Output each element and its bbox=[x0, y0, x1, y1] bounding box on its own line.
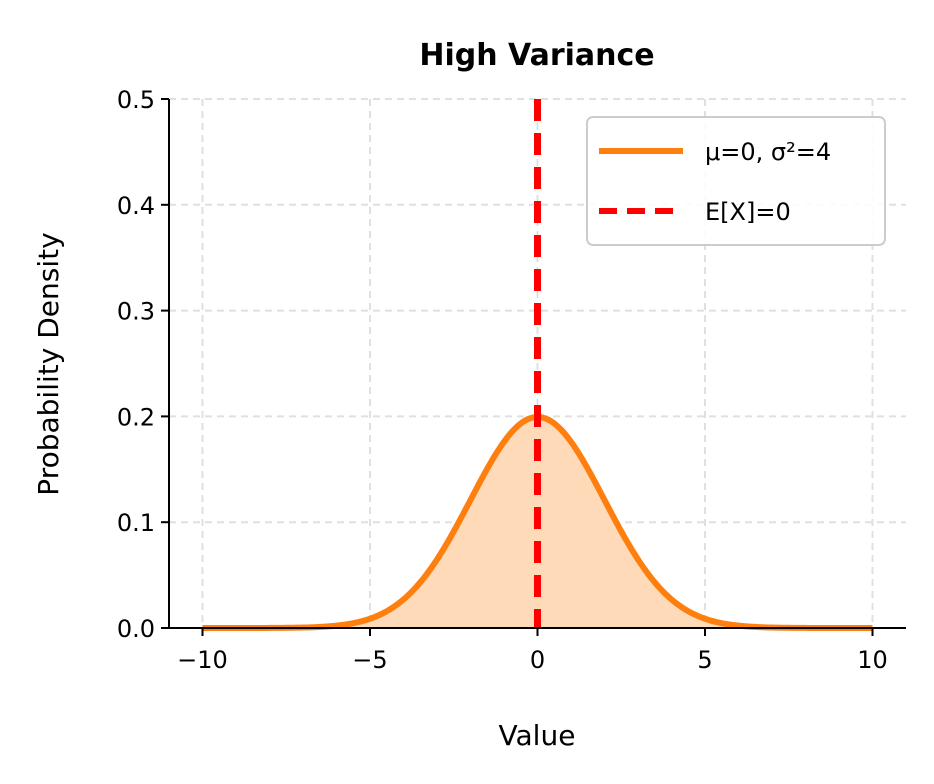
y-tick-label-1: 0.1 bbox=[117, 509, 155, 537]
y-tick-label-0: 0.0 bbox=[117, 615, 155, 643]
x-tick-label-3: 5 bbox=[697, 646, 712, 674]
y-tick-label-5: 0.5 bbox=[117, 86, 155, 114]
chart-title: High Variance bbox=[419, 38, 654, 73]
x-tick-label-2: 0 bbox=[530, 646, 545, 674]
x-tick-label-1: −5 bbox=[352, 646, 387, 674]
x-tick-label-0: −10 bbox=[177, 646, 228, 674]
y-tick-label-3: 0.3 bbox=[117, 298, 155, 326]
y-tick-label-2: 0.2 bbox=[117, 403, 155, 431]
ticks: −10 −5 0 5 10 0.0 0.1 0.2 0.3 0.4 0.5 bbox=[117, 86, 888, 674]
x-tick-label-4: 10 bbox=[857, 646, 888, 674]
y-axis-label: Probability Density bbox=[32, 232, 65, 495]
legend-label-mean: E[X]=0 bbox=[705, 198, 791, 226]
legend: μ=0, σ²=4 E[X]=0 bbox=[586, 116, 886, 246]
x-axis-label: Value bbox=[499, 719, 576, 752]
legend-label-density: μ=0, σ²=4 bbox=[705, 138, 831, 166]
y-tick-label-4: 0.4 bbox=[117, 192, 155, 220]
